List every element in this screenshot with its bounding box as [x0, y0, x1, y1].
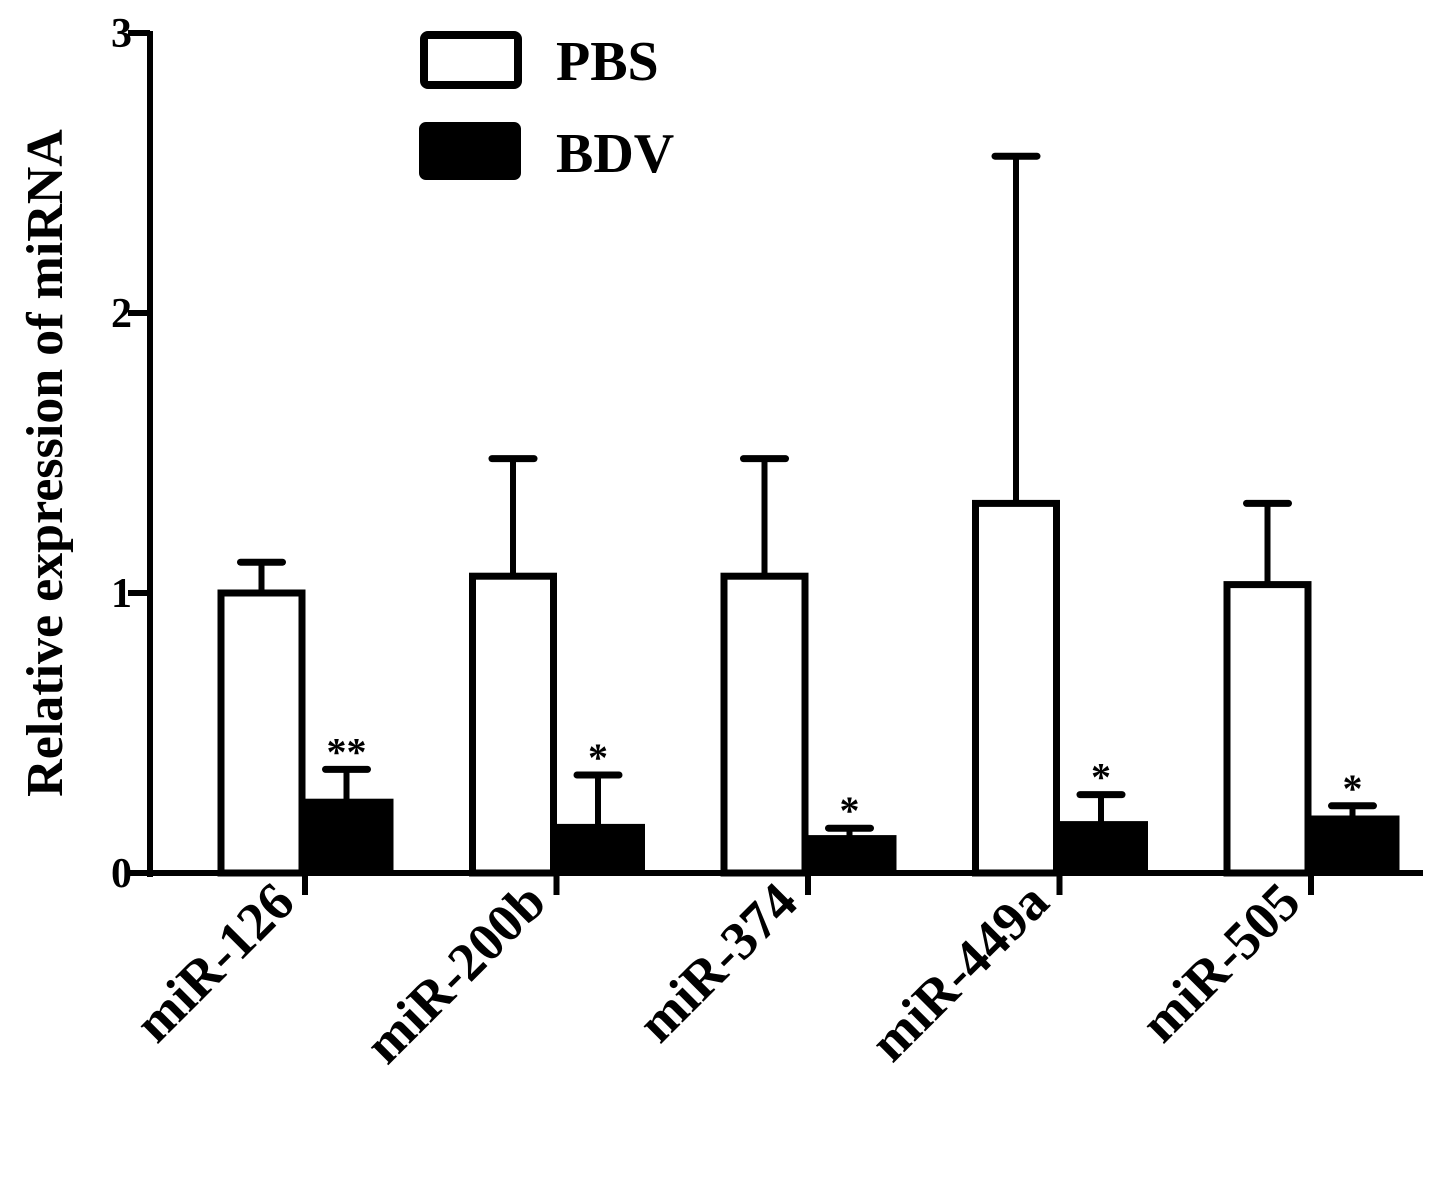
x-category-label: miR-505 — [1129, 871, 1311, 1053]
pbs-bar — [1223, 581, 1312, 877]
x-category-label: miR-200b — [353, 871, 557, 1075]
significance-label: * — [588, 735, 608, 780]
significance-label: * — [1091, 755, 1111, 800]
y-tick-label: 0 — [111, 851, 132, 897]
y-tick-label: 3 — [111, 11, 132, 57]
legend-swatch-pbs — [420, 31, 522, 89]
significance-label: * — [1343, 766, 1363, 811]
bdv-bar — [806, 835, 897, 875]
legend-label-pbs: PBS — [556, 31, 659, 93]
pbs-bar — [720, 572, 809, 877]
pbs-bar — [217, 589, 306, 877]
bdv-bar — [1309, 815, 1400, 875]
bdv-bar — [303, 798, 394, 875]
x-category-label: miR-449a — [858, 871, 1060, 1073]
legend-label-bdv: BDV — [556, 123, 674, 185]
bdv-bar — [1058, 821, 1148, 875]
y-tick-label: 1 — [111, 571, 132, 617]
significance-label: ** — [327, 729, 367, 774]
x-category-label: miR-126 — [123, 871, 305, 1053]
pbs-bar — [469, 572, 557, 877]
legend-swatch-bdv — [419, 122, 521, 180]
x-category-label: miR-374 — [626, 871, 808, 1053]
bdv-bar — [555, 823, 645, 875]
significance-label: * — [840, 788, 860, 833]
y-tick-label: 2 — [111, 291, 132, 337]
pbs-bar — [972, 499, 1060, 877]
y-axis-label: Relative expression of miRNA — [17, 129, 74, 797]
